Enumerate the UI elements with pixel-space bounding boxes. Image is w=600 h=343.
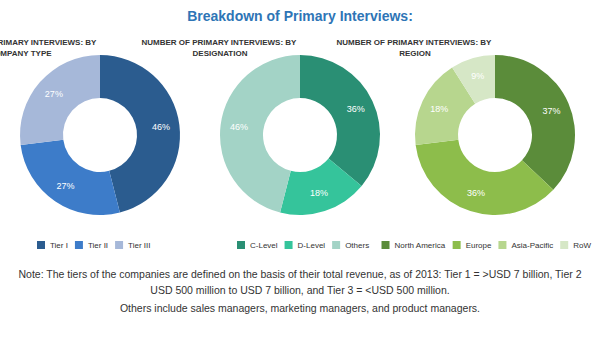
svg-text:37%: 37% (542, 106, 560, 116)
svg-text:North America: North America (395, 241, 446, 250)
svg-text:27%: 27% (56, 181, 74, 191)
svg-text:DESIGNATION: DESIGNATION (193, 49, 248, 58)
svg-text:36%: 36% (467, 188, 485, 198)
svg-text:Tier II: Tier II (88, 241, 108, 250)
svg-text:COMPANY TYPE: COMPANY TYPE (0, 49, 52, 58)
svg-text:C-Level: C-Level (250, 241, 278, 250)
svg-text:18%: 18% (430, 104, 448, 114)
svg-text:9%: 9% (471, 71, 484, 81)
svg-text:46%: 46% (230, 122, 248, 132)
html-text:Note: The tiers of the compani: Note: The tiers of the companies are def… (18, 268, 582, 296)
svg-text:Tier III: Tier III (128, 241, 150, 250)
svg-text:NUMBER OF PRIMARY INTERVIEWS:: NUMBER OF PRIMARY INTERVIEWS: BY (0, 38, 99, 47)
svg-text:D-Level: D-Level (298, 241, 326, 250)
svg-text:NUMBER OF PRIMARY INTERVIEWS:: NUMBER OF PRIMARY INTERVIEWS: BY (141, 38, 298, 47)
svg-text:NUMBER OF PRIMARY INTERVIEWS:: NUMBER OF PRIMARY INTERVIEWS: BY (336, 38, 493, 47)
svg-text:Europe: Europe (466, 241, 492, 250)
svg-text:18%: 18% (310, 188, 328, 198)
svg-text:Tier I: Tier I (50, 241, 68, 250)
svg-text:27%: 27% (45, 89, 63, 99)
svg-text:Asia-Pacific: Asia-Pacific (511, 241, 553, 250)
svg-text:36%: 36% (347, 104, 365, 114)
svg-text:Others: Others (345, 241, 369, 250)
html-text:Others include sales managers,: Others include sales managers, marketing… (119, 302, 480, 314)
svg-text:RoW: RoW (573, 241, 591, 250)
svg-text:Breakdown of Primary Interview: Breakdown of Primary Interviews: (187, 8, 413, 24)
svg-text:46%: 46% (152, 122, 170, 132)
svg-text:REGION: REGION (399, 49, 431, 58)
